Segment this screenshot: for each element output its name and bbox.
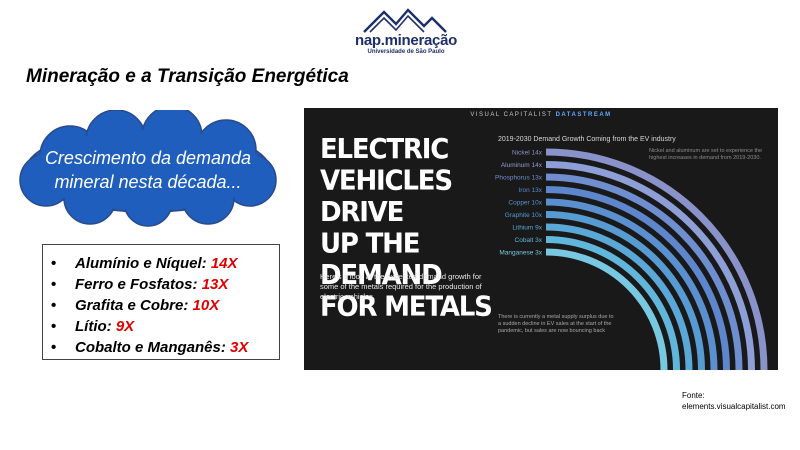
source-label: Fonte: — [682, 391, 705, 400]
bullet-item: • Ferro e Fosfatos: 13X — [51, 276, 229, 293]
metal-label: Iron 13x — [519, 187, 543, 194]
bullet-value: 13X — [201, 276, 229, 293]
metal-label: Aluminum 14x — [501, 162, 543, 169]
metal-arc — [545, 248, 668, 370]
metal-label: Graphite 10x — [505, 212, 543, 219]
header-datastream: DATASTREAM — [555, 112, 612, 118]
metal-label: Phosphorus 13x — [495, 175, 543, 182]
bullet-item: • Alumínio e Níquel: 14X — [51, 255, 238, 272]
bullet-label: Alumínio e Níquel: — [75, 255, 211, 272]
metal-arc — [545, 148, 768, 370]
bullet-value: 3X — [230, 339, 249, 356]
cloud-text: Crescimento da demanda mineral nesta déc… — [12, 146, 284, 194]
logo-name: nap.mineração — [355, 32, 457, 49]
metal-label: Manganese 3x — [499, 250, 542, 257]
metal-arc — [545, 236, 680, 370]
infographic-headline: ELECTRIC VEHICLES DRIVE UP THE DEMAND FO… — [320, 134, 500, 323]
bullet-label: Cobalto e Manganês: — [75, 339, 231, 356]
metal-label: Copper 10x — [508, 200, 542, 207]
logo-subtitle: Universidade de São Paulo — [367, 49, 445, 55]
mountain-logo-icon — [363, 8, 447, 33]
bullet-item: • Cobalto e Manganês: 3X — [51, 339, 249, 356]
headline-line: VEHICLES DRIVE — [320, 165, 453, 229]
infographic-header: VISUAL CAPITALIST DATASTREAM — [304, 108, 778, 122]
infographic-subtext: Here's a look at the expected demand gro… — [320, 272, 482, 301]
metal-arc — [545, 186, 730, 370]
headline-line: FOR METALS — [320, 291, 493, 324]
bullet-item: • Lítio: 9X — [51, 318, 135, 335]
metal-label: Lithium 9x — [512, 225, 542, 232]
metal-arc — [545, 173, 743, 370]
bullet-value: 14X — [210, 255, 238, 272]
cloud-shape-icon — [19, 105, 277, 227]
nap-mineracao-logo: nap.mineração Universidade de São Paulo — [340, 6, 470, 56]
ev-metals-infographic: VISUAL CAPITALIST DATASTREAM ELECTRIC VE… — [304, 108, 778, 370]
bullet-value: 10X — [192, 297, 220, 314]
metal-arc — [545, 211, 705, 370]
chart-title: 2019-2030 Demand Growth Coming from the … — [498, 136, 676, 143]
cloud-line-1: Crescimento da demanda — [44, 148, 252, 168]
metal-arc — [545, 198, 718, 370]
source-credit: Fonte: elements.visualcapitalist.com — [682, 390, 786, 412]
bullet-label: Grafita e Cobre: — [75, 297, 193, 314]
metal-arc — [545, 223, 693, 370]
cloud-line-2: mineral nesta década... — [54, 172, 242, 192]
bullet-label: Ferro e Fosfatos: — [75, 276, 202, 293]
slide-title: Mineração e a Transição Energética — [26, 66, 349, 87]
bullet-label: Lítio: — [75, 318, 116, 335]
headline-line: UP THE DEMAND — [320, 228, 443, 292]
callout-cloud: Crescimento da demanda mineral nesta déc… — [12, 105, 284, 228]
metal-arc — [545, 161, 755, 370]
demand-bullet-list: • Alumínio e Níquel: 14X • Ferro e Fosfato… — [51, 253, 279, 358]
chart-note: Nickel and aluminum are set to experienc… — [649, 148, 763, 161]
metal-label: Nickel 14x — [512, 150, 543, 157]
chart-footnote: There is currently a metal supply surplu… — [498, 314, 614, 334]
bullet-item: • Grafita e Cobre: 10X — [51, 297, 220, 314]
source-url: elements.visualcapitalist.com — [682, 402, 786, 411]
bullet-value: 9X — [115, 318, 135, 335]
metal-label: Cobalt 3x — [515, 237, 543, 244]
header-brand: VISUAL CAPITALIST — [470, 112, 553, 118]
demand-arc-chart: Nickel 14x Aluminum 14x Phosphorus 13x Iron… — [495, 148, 768, 370]
headline-line: ELECTRIC — [320, 134, 449, 166]
demand-bullet-box: • Alumínio e Níquel: 14X • Ferro e Fosfato… — [42, 244, 280, 360]
